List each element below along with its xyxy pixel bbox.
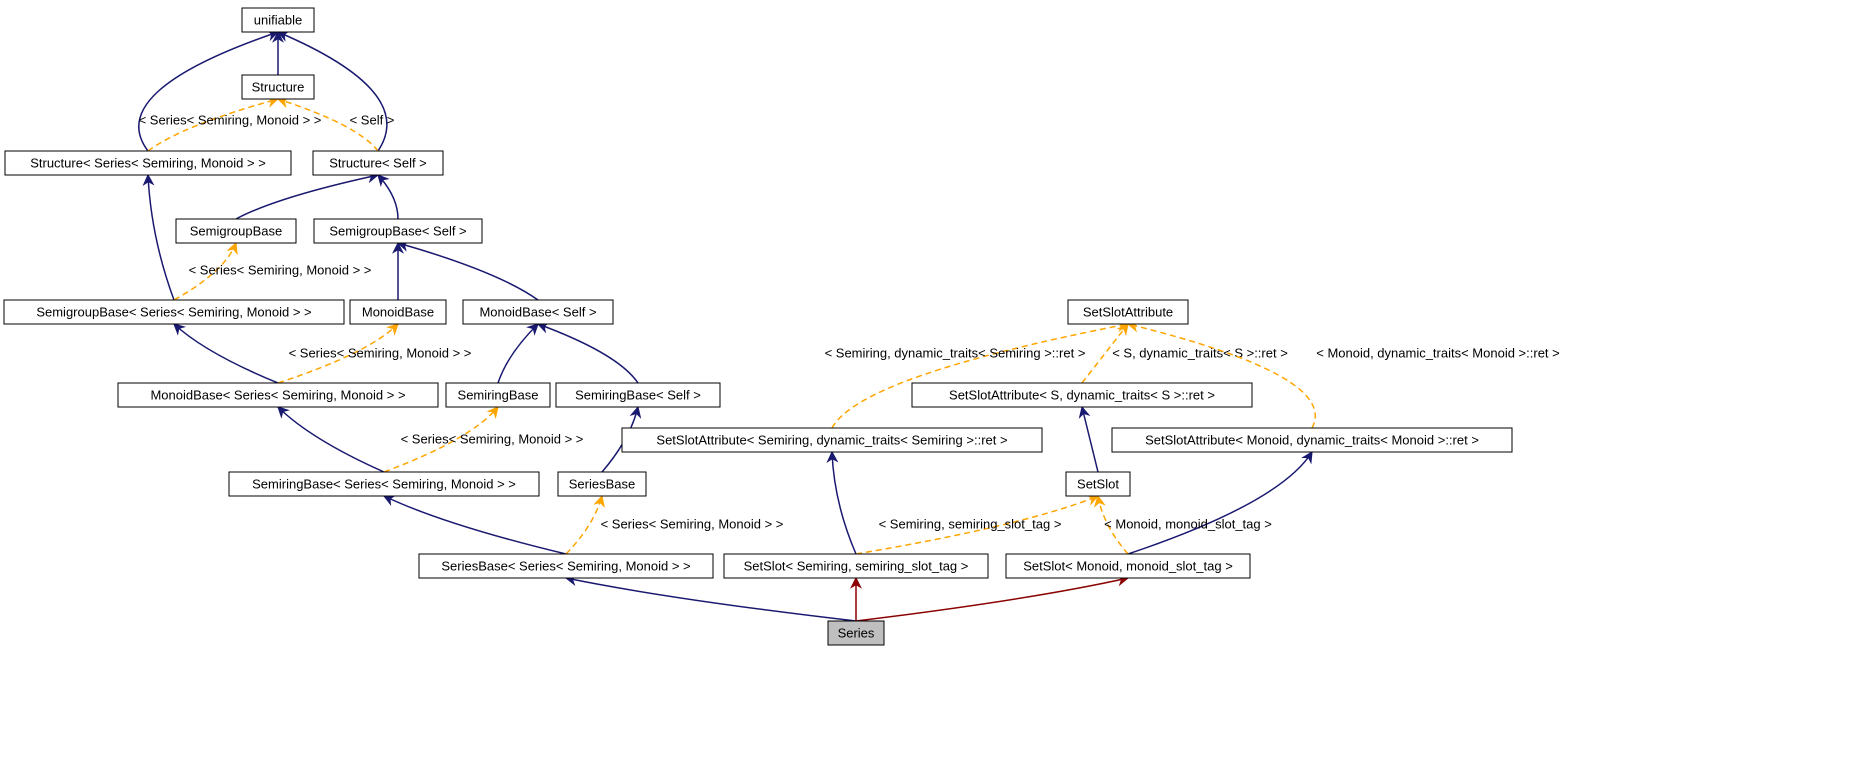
node-label: SetSlot< Monoid, monoid_slot_tag > <box>1023 558 1233 573</box>
node-label: SemiringBase <box>458 387 539 402</box>
edge <box>1128 452 1312 554</box>
node-label: SetSlotAttribute< Monoid, dynamic_traits… <box>1145 432 1479 447</box>
edge <box>856 578 1128 621</box>
node-SemiringBase[interactable]: SemiringBase <box>446 383 550 407</box>
node-label: SetSlotAttribute< S, dynamic_traits< S >… <box>949 387 1215 402</box>
node-label: unifiable <box>254 12 302 27</box>
edge <box>1082 407 1098 472</box>
node-label: MonoidBase< Self > <box>479 304 596 319</box>
edge-label: < Self > <box>350 112 395 127</box>
node-SemiringBaseSSM[interactable]: SemiringBase< Series< Semiring, Monoid >… <box>229 472 539 496</box>
node-label: MonoidBase <box>362 304 434 319</box>
edges-layer: < Series< Semiring, Monoid > > < Self > < … <box>139 32 1560 621</box>
edge <box>538 324 638 383</box>
node-MonoidBaseSSM[interactable]: MonoidBase< Series< Semiring, Monoid > > <box>118 383 438 407</box>
edge <box>236 175 378 219</box>
edge-label: < Series< Semiring, Monoid > > <box>189 262 372 277</box>
node-SetSlotSemiring[interactable]: SetSlot< Semiring, semiring_slot_tag > <box>724 554 988 578</box>
node-MonoidBase[interactable]: MonoidBase <box>350 300 446 324</box>
edge-label: < Series< Semiring, Monoid > > <box>401 431 584 446</box>
node-SemiringBaseSelf[interactable]: SemiringBase< Self > <box>556 383 720 407</box>
edge <box>398 243 538 300</box>
edge <box>566 496 602 554</box>
node-StructSelf[interactable]: Structure< Self > <box>313 151 443 175</box>
node-SetSlotAttrMonoid[interactable]: SetSlotAttribute< Monoid, dynamic_traits… <box>1112 428 1512 452</box>
node-SeriesBaseSSM[interactable]: SeriesBase< Series< Semiring, Monoid > > <box>419 554 713 578</box>
node-label: SemiringBase< Self > <box>575 387 701 402</box>
edge <box>1128 324 1315 428</box>
node-SetSlotAttrSemiring[interactable]: SetSlotAttribute< Semiring, dynamic_trai… <box>622 428 1042 452</box>
node-label: SetSlotAttribute< Semiring, dynamic_trai… <box>656 432 1007 447</box>
edge-label: < Series< Semiring, Monoid > > <box>289 345 472 360</box>
edge-label: < Monoid, monoid_slot_tag > <box>1104 516 1272 531</box>
node-SetSlotAttribute[interactable]: SetSlotAttribute <box>1068 300 1188 324</box>
node-label: SeriesBase< Series< Semiring, Monoid > > <box>441 558 690 573</box>
edge-label: < Series< Semiring, Monoid > > <box>139 112 322 127</box>
node-label: SetSlotAttribute <box>1083 304 1173 319</box>
node-SemigroupBaseSSM[interactable]: SemigroupBase< Series< Semiring, Monoid … <box>4 300 344 324</box>
edge <box>498 324 538 383</box>
edge-label: < Series< Semiring, Monoid > > <box>601 516 784 531</box>
node-unifiable[interactable]: unifiable <box>242 8 314 32</box>
node-label: Series <box>838 625 875 640</box>
node-label: SemigroupBase< Self > <box>329 223 466 238</box>
node-label: Structure< Series< Semiring, Monoid > > <box>30 155 266 170</box>
edge-label: < S, dynamic_traits< S >::ret > <box>1112 345 1288 360</box>
edge <box>384 496 566 554</box>
node-StructSSM[interactable]: Structure< Series< Semiring, Monoid > > <box>5 151 291 175</box>
node-Structure[interactable]: Structure <box>242 75 314 99</box>
node-SemigroupBaseSelf[interactable]: SemigroupBase< Self > <box>314 219 482 243</box>
node-label: SemiringBase< Series< Semiring, Monoid >… <box>252 476 516 491</box>
edge <box>378 175 398 219</box>
edge <box>566 578 856 621</box>
edge <box>278 407 384 472</box>
edge-label: < Monoid, dynamic_traits< Monoid >::ret … <box>1316 345 1560 360</box>
node-SetSlotMonoid[interactable]: SetSlot< Monoid, monoid_slot_tag > <box>1006 554 1250 578</box>
node-SeriesBase[interactable]: SeriesBase <box>558 472 646 496</box>
edge <box>174 324 278 383</box>
node-label: SetSlot <box>1077 476 1119 491</box>
edge-label: < Semiring, semiring_slot_tag > <box>879 516 1062 531</box>
edge <box>832 452 856 554</box>
node-label: Structure <box>252 79 305 94</box>
edge-label: < Semiring, dynamic_traits< Semiring >::… <box>825 345 1086 360</box>
node-MonoidBaseSelf[interactable]: MonoidBase< Self > <box>463 300 613 324</box>
node-label: Structure< Self > <box>329 155 427 170</box>
node-label: SetSlot< Semiring, semiring_slot_tag > <box>744 558 969 573</box>
node-SetSlotAttrS[interactable]: SetSlotAttribute< S, dynamic_traits< S >… <box>912 383 1252 407</box>
node-label: SemigroupBase <box>190 223 283 238</box>
node-label: SemigroupBase< Series< Semiring, Monoid … <box>36 304 311 319</box>
nodes-layer: unifiable Structure Structure< Series< Sem… <box>4 8 1512 645</box>
node-label: MonoidBase< Series< Semiring, Monoid > > <box>150 387 405 402</box>
node-Series[interactable]: Series <box>828 621 884 645</box>
node-SetSlot[interactable]: SetSlot <box>1066 472 1130 496</box>
edge <box>148 175 174 300</box>
inheritance-diagram: < Series< Semiring, Monoid > > < Self > < … <box>0 0 1858 770</box>
node-SemigroupBase[interactable]: SemigroupBase <box>176 219 296 243</box>
node-label: SeriesBase <box>569 476 635 491</box>
